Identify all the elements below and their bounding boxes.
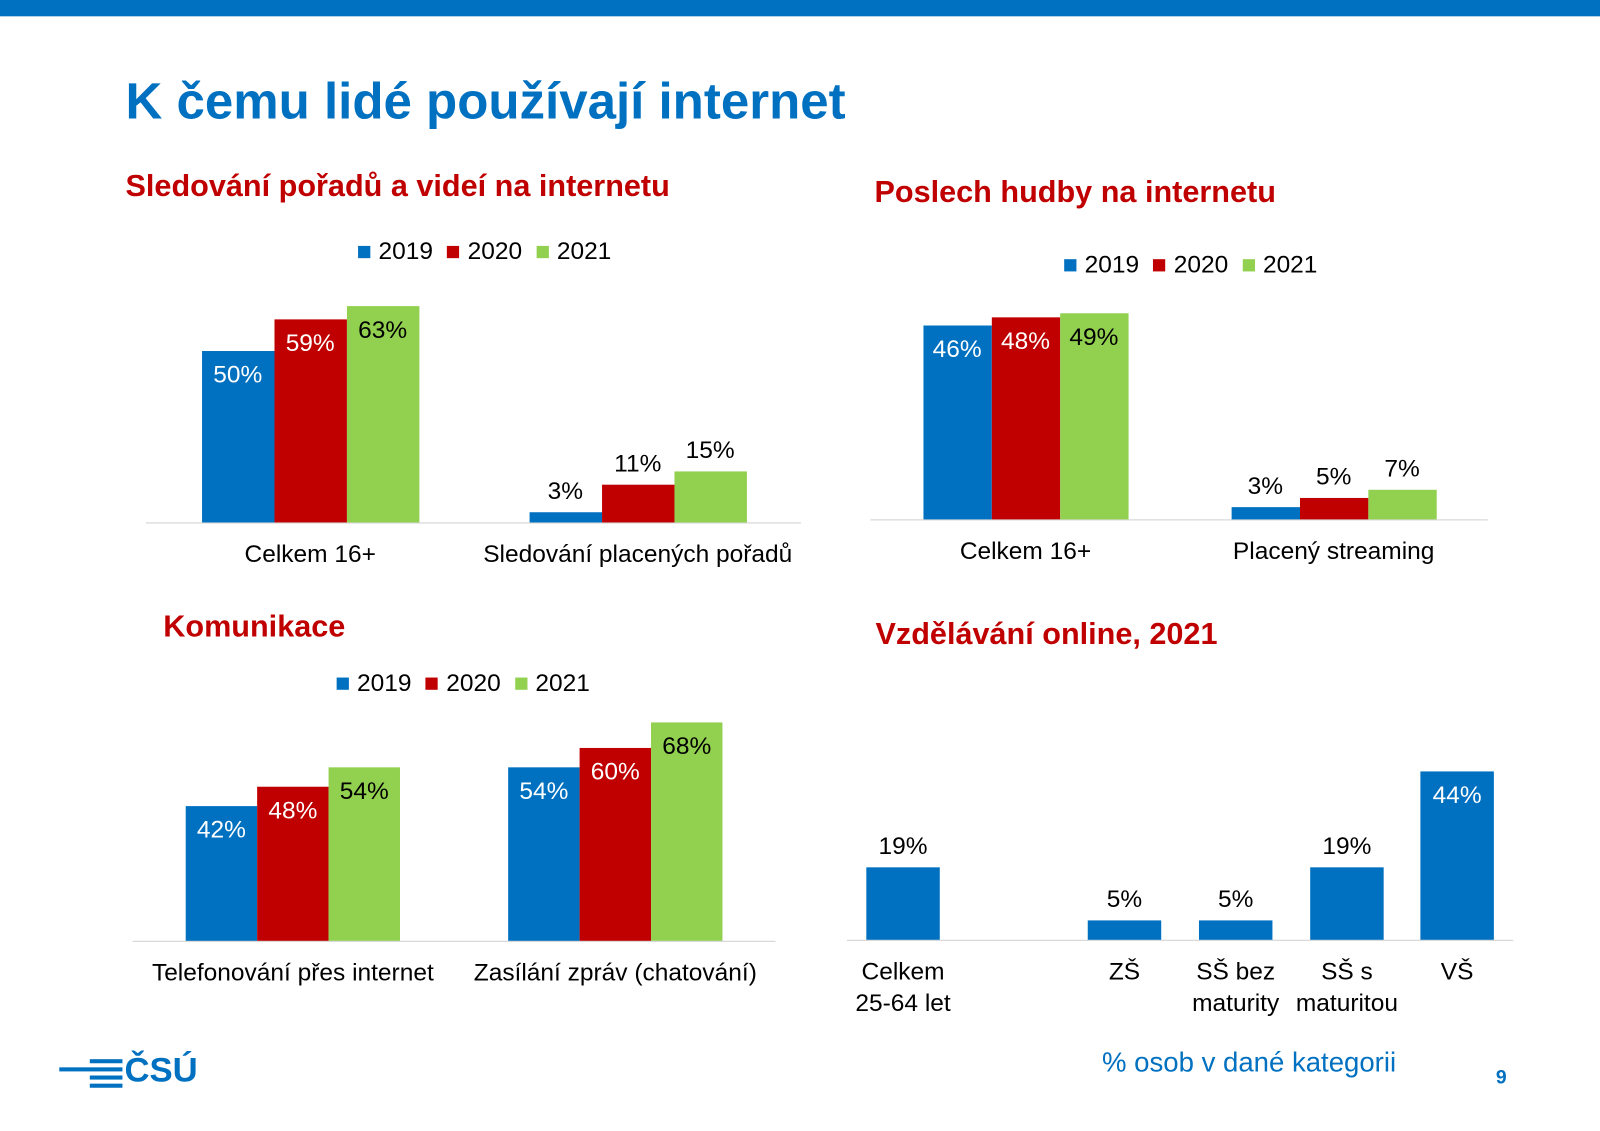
legend-label: 2021: [535, 669, 590, 697]
value-label: 5%: [1218, 885, 1254, 914]
x-tick-label: SŠ s maturitou: [1295, 958, 1398, 1018]
legend-swatch: [536, 245, 549, 259]
value-label: 50%: [213, 360, 263, 389]
bar: [257, 786, 329, 941]
chart-title: Sledování pořadů a videí na internetu: [125, 169, 670, 204]
legend-swatch: [1242, 259, 1255, 272]
bar: [1198, 920, 1273, 940]
value-label: 54%: [519, 777, 569, 806]
bar: [922, 325, 992, 520]
legend-swatch: [425, 677, 439, 690]
page-number: 9: [1495, 1067, 1507, 1089]
bar: [529, 512, 602, 523]
legend-label: 2019: [378, 237, 433, 266]
bar: [1299, 498, 1368, 520]
value-label: 3%: [1247, 472, 1283, 500]
legend-swatch: [358, 245, 371, 259]
logo-lines: [59, 1059, 123, 1088]
axis-line: [846, 939, 1514, 941]
chart-title: Poslech hudby na internetu: [874, 175, 1276, 210]
bar: [346, 306, 419, 523]
bar: [1310, 867, 1384, 940]
legend: 2019 2020 2021: [344, 237, 612, 267]
value-label: 3%: [547, 477, 583, 505]
value-label: 46%: [932, 336, 982, 364]
bar: [273, 319, 347, 523]
bar: [601, 484, 674, 523]
value-label: 60%: [590, 758, 640, 786]
value-label: 44%: [1432, 781, 1482, 810]
legend-swatch: [336, 677, 349, 690]
legend-swatch: [1153, 259, 1166, 272]
top-bar: [0, 0, 1600, 17]
value-label: 54%: [339, 777, 389, 806]
legend-swatch: [1064, 259, 1077, 272]
axis-line: [870, 519, 1488, 521]
x-tick-label: VŠ: [1440, 958, 1474, 986]
bar: [1087, 920, 1162, 940]
value-label: 11%: [614, 449, 662, 478]
legend-label: 2019: [357, 669, 412, 697]
x-tick-label: Sledování placených pořadů: [483, 540, 793, 569]
bar: [651, 722, 723, 941]
bar: [328, 767, 400, 941]
legend-swatch: [514, 677, 528, 690]
logo-text: ČSÚ: [124, 1051, 198, 1090]
slide-title: K čemu lidé používají internet: [125, 72, 846, 130]
chart-title: Vzdělávání online, 2021: [875, 617, 1218, 652]
bar: [508, 767, 580, 941]
bar: [1420, 771, 1494, 940]
bar: [866, 867, 940, 940]
value-label: 5%: [1315, 463, 1352, 492]
bar: [673, 470, 747, 523]
axis-line: [132, 940, 776, 942]
value-label: 63%: [358, 316, 408, 344]
x-tick-label: ZŠ: [1108, 958, 1141, 986]
legend: 2019 2020 2021: [322, 669, 590, 698]
legend: 2019 2020 2021: [1050, 251, 1318, 280]
x-tick-label: Celkem 16+: [244, 540, 376, 569]
legend-label: 2020: [467, 237, 523, 266]
bar: [1231, 506, 1300, 520]
legend-label: 2019: [1084, 251, 1140, 279]
value-label: 49%: [1069, 323, 1119, 352]
value-label: 19%: [878, 832, 928, 860]
bar: [1059, 313, 1129, 520]
x-tick-label: Placený streaming: [1232, 537, 1435, 566]
legend-label: 2020: [1173, 251, 1229, 279]
x-tick-label: Zasílání zpráv (chatování): [473, 959, 757, 987]
x-tick-label: Celkem 16+: [959, 537, 1092, 566]
x-tick-label: Telefonování přes internet: [151, 959, 434, 987]
footnote: % osob v dané kategorii: [1102, 1046, 1397, 1078]
value-label: 68%: [662, 732, 712, 761]
legend-label: 2020: [446, 669, 501, 697]
value-label: 42%: [196, 816, 246, 844]
value-label: 5%: [1106, 885, 1143, 914]
bar: [579, 748, 652, 941]
value-label: 7%: [1384, 455, 1420, 483]
legend-label: 2021: [556, 237, 612, 266]
legend-label: 2021: [1262, 251, 1318, 279]
x-tick-label: SŠ bez maturity: [1192, 958, 1280, 1018]
chart-title: Komunikace: [163, 610, 346, 644]
bar: [1367, 489, 1437, 520]
x-tick-label: Celkem 25-64 let: [855, 958, 951, 1018]
bar: [185, 805, 258, 941]
value-label: 15%: [685, 436, 735, 464]
bar: [991, 317, 1060, 520]
legend-swatch: [447, 245, 460, 259]
axis-line: [145, 522, 802, 524]
value-label: 19%: [1322, 832, 1372, 860]
value-label: 48%: [268, 796, 318, 825]
value-label: 59%: [285, 330, 335, 358]
bar: [201, 350, 274, 523]
value-label: 48%: [1000, 327, 1051, 356]
